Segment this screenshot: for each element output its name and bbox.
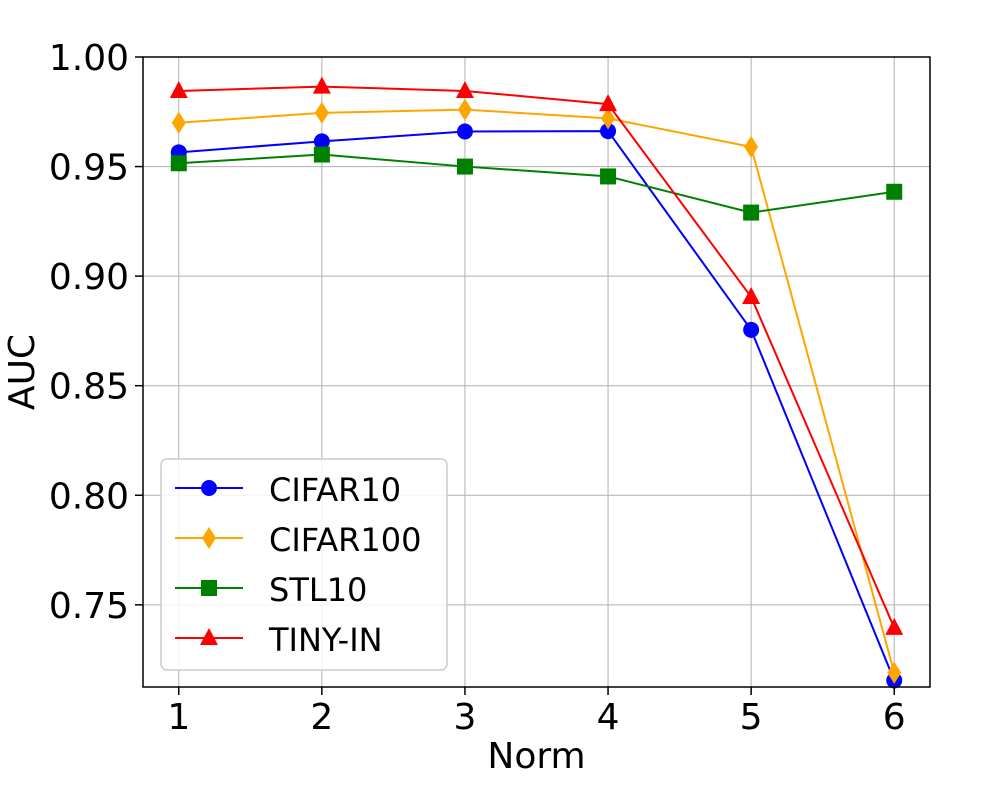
x-tick-label: 5 xyxy=(740,697,763,738)
data-point xyxy=(313,133,330,150)
data-point xyxy=(457,98,472,121)
data-point xyxy=(456,158,473,175)
y-tick-label: 1.00 xyxy=(49,38,129,79)
series-line xyxy=(178,153,895,214)
data-point xyxy=(885,617,904,635)
legend-marker xyxy=(200,628,218,645)
series-layer xyxy=(169,76,904,689)
x-tick-label: 4 xyxy=(597,697,620,738)
y-tick-label: 0.90 xyxy=(49,257,129,298)
y-axis-label: AUC xyxy=(2,334,43,410)
legend-box xyxy=(160,458,448,671)
data-point xyxy=(171,111,186,134)
legend-item: STL10 xyxy=(175,571,367,609)
y-tick-label: 0.85 xyxy=(49,367,129,408)
legend: CIFAR10 CIFAR100 STL10 TINY-IN xyxy=(160,458,448,671)
series-line xyxy=(178,130,896,681)
data-point xyxy=(169,80,188,98)
data-point xyxy=(743,204,760,221)
series-line xyxy=(178,108,896,674)
data-point xyxy=(312,76,331,94)
data-point xyxy=(170,155,187,172)
series-tiny-in xyxy=(169,76,904,635)
x-tick-label: 1 xyxy=(167,697,190,738)
data-point xyxy=(599,94,618,112)
legend-label: CIFAR10 xyxy=(269,471,401,509)
data-point xyxy=(743,321,760,338)
axis-ticks: 1 2 3 4 5 6 0.75 0.80 0.85 0.90 0.95 1.00 xyxy=(49,38,906,738)
data-point xyxy=(886,183,903,200)
legend-label: STL10 xyxy=(269,571,367,609)
x-tick-label: 3 xyxy=(454,697,477,738)
data-point xyxy=(744,135,759,158)
y-tick-label: 0.95 xyxy=(49,148,129,189)
data-point xyxy=(456,123,473,140)
legend-label: TINY-IN xyxy=(268,621,383,659)
x-tick-label: 2 xyxy=(310,697,333,738)
legend-item: CIFAR10 xyxy=(175,471,401,509)
series-cifar100 xyxy=(171,98,902,684)
data-point xyxy=(742,286,761,304)
legend-marker xyxy=(201,480,217,496)
data-point xyxy=(601,107,616,130)
data-point xyxy=(600,123,617,140)
data-point xyxy=(455,80,474,98)
legend-marker xyxy=(201,580,217,596)
y-tick-label: 0.80 xyxy=(49,476,129,517)
legend-marker xyxy=(202,527,216,549)
data-point xyxy=(887,661,902,684)
series-stl10 xyxy=(170,146,903,221)
y-tick-label: 0.75 xyxy=(49,586,129,627)
data-point xyxy=(600,168,617,185)
plot-area-frame xyxy=(142,56,931,688)
legend-item: CIFAR100 xyxy=(175,521,421,559)
legend-label: CIFAR100 xyxy=(269,521,421,559)
series-line xyxy=(178,85,896,629)
x-axis-label: Norm xyxy=(487,736,585,777)
legend-item: TINY-IN xyxy=(175,621,383,659)
x-tick-label: 6 xyxy=(883,697,906,738)
data-point xyxy=(313,146,330,163)
data-point xyxy=(314,101,329,124)
